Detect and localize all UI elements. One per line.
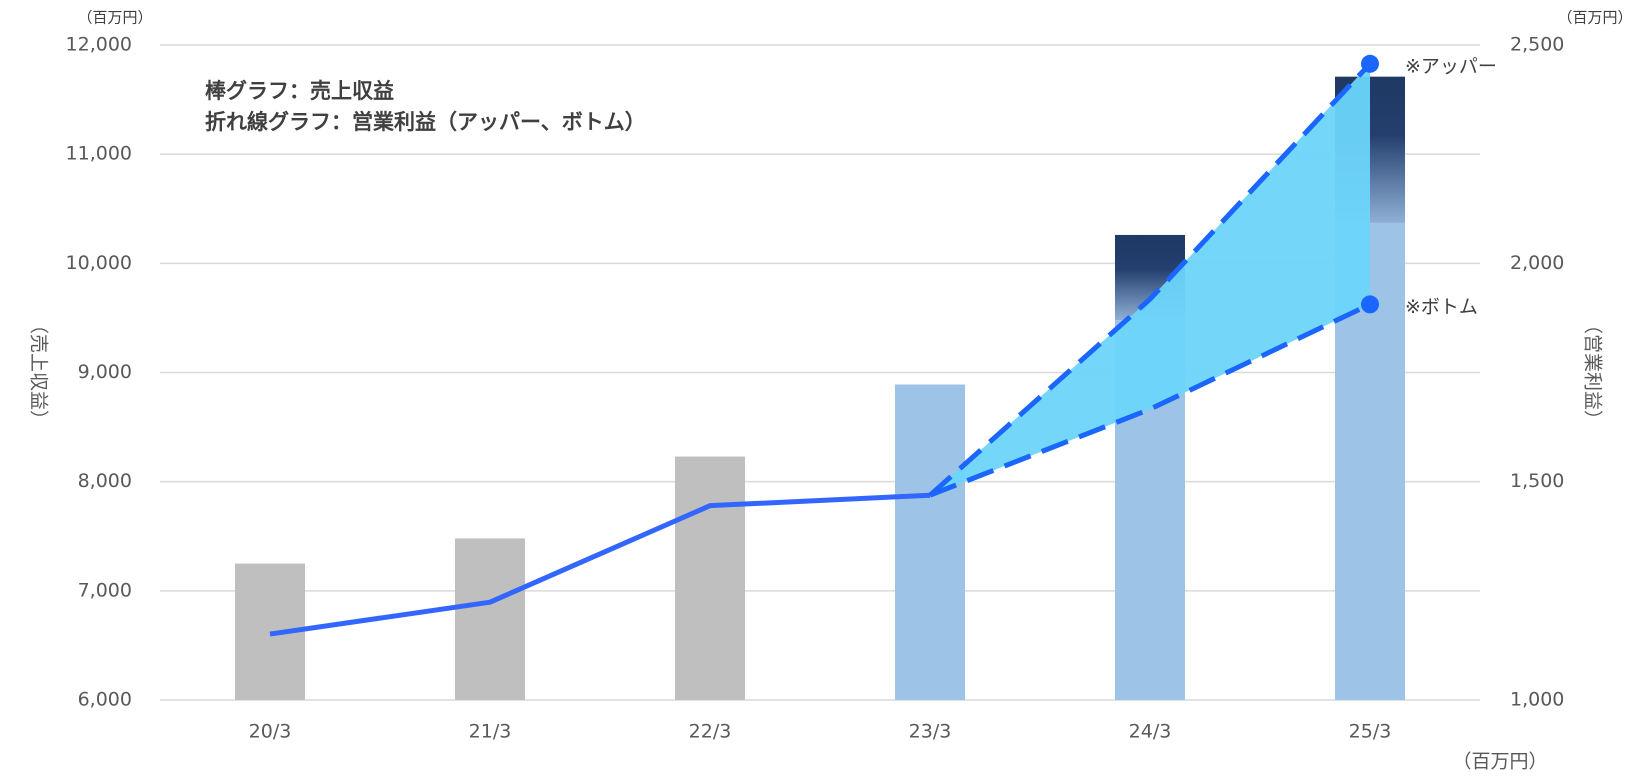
- y2-tick-label: 1,000: [1510, 689, 1564, 711]
- range-area: [930, 63, 1370, 496]
- series-label: ※ボトム: [1405, 296, 1478, 318]
- y-tick-label: 6,000: [78, 689, 132, 711]
- unit-right: （百万円）: [1557, 9, 1632, 27]
- y2-axis-label: （営業利益）: [1582, 315, 1604, 429]
- unit-left: （百万円）: [77, 9, 152, 27]
- y-tick-label: 9,000: [78, 361, 132, 383]
- x-tick-label: 24/3: [1129, 721, 1172, 743]
- y-tick-label: 11,000: [66, 143, 132, 165]
- x-tick-label: 25/3: [1349, 721, 1392, 743]
- end-marker: [1361, 54, 1379, 73]
- y-tick-label: 7,000: [78, 579, 132, 601]
- annotation: 折れ線グラフ：営業利益（アッパー、ボトム）: [205, 110, 646, 134]
- bar: [895, 384, 965, 700]
- x-tick-label: 23/3: [909, 721, 952, 743]
- y-tick-label: 12,000: [66, 34, 132, 56]
- bar: [455, 538, 525, 700]
- y2-tick-label: 2,000: [1510, 252, 1564, 274]
- y2-tick-label: 1,500: [1510, 470, 1564, 492]
- line: [269, 492, 931, 637]
- x-tick-label: 21/3: [469, 721, 512, 743]
- end-marker: [1361, 295, 1379, 314]
- x-tick-label: 20/3: [249, 721, 292, 743]
- x-tick-label: 22/3: [689, 721, 732, 743]
- y-tick-label: 8,000: [78, 470, 132, 492]
- bar: [675, 456, 745, 700]
- y-axis-label: （売上収益）: [28, 315, 50, 429]
- series-label: ※アッパー: [1405, 55, 1497, 77]
- unit-bottom: （百万円）: [1452, 751, 1547, 773]
- annotation: 棒グラフ：売上収益: [205, 79, 394, 103]
- y-tick-label: 10,000: [66, 252, 132, 274]
- y2-tick-label: 2,500: [1510, 34, 1564, 56]
- line: [928, 62, 1372, 498]
